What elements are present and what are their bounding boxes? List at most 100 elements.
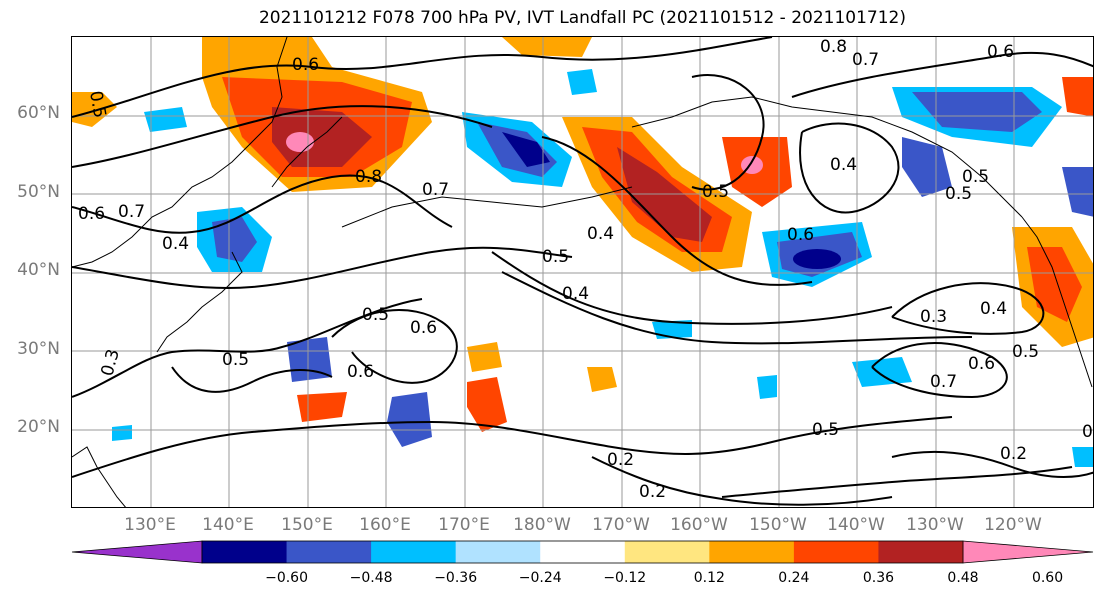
negative-anomaly-region <box>912 92 1042 132</box>
negative-anomaly-region <box>852 357 912 387</box>
lon-label-120w: 120°W <box>984 515 1042 535</box>
lon-label-140w: 140°W <box>827 515 885 535</box>
contour-line <box>501 271 973 345</box>
contour-label: 0.8 <box>820 37 847 57</box>
contour-label: 0.6 <box>968 354 995 374</box>
positive-anomaly-region <box>467 377 507 432</box>
positive-anomaly-region <box>467 342 502 372</box>
contour-label: 0.2 <box>639 482 666 502</box>
contour-label: 0.4 <box>1082 422 1094 442</box>
colorbar-tick-label: 0.48 <box>947 570 979 586</box>
lon-label-160e: 160°E <box>359 515 411 535</box>
coastline-aleutians <box>341 186 633 228</box>
contour-label: 0.5 <box>962 167 989 187</box>
contour-label: 0.7 <box>422 180 449 200</box>
contour-line <box>691 74 765 191</box>
contour-line <box>541 136 813 286</box>
lon-label-170e: 170°E <box>438 515 490 535</box>
contour-label: 0.5 <box>945 184 972 204</box>
colorbar-segment <box>793 541 879 563</box>
negative-anomaly-region <box>112 425 132 441</box>
positive-anomaly-region <box>1062 77 1093 117</box>
colorbar-tick-label: −0.24 <box>518 570 562 586</box>
contour-label: 0.2 <box>607 450 634 470</box>
negative-anomaly-region <box>793 249 841 269</box>
contour-line <box>72 416 953 478</box>
colorbar-tick-label: 0.24 <box>778 570 810 586</box>
colorbar-segment <box>371 541 457 563</box>
positive-anomaly-region <box>587 367 617 392</box>
coastline-philippines <box>72 446 126 507</box>
negative-anomaly-region <box>212 217 257 262</box>
colorbar-tick-label: −0.48 <box>349 570 393 586</box>
contour-label: 0.7 <box>930 372 957 392</box>
colorbar <box>71 540 1094 564</box>
positive-anomaly-region <box>297 392 347 422</box>
contour-label: 0.4 <box>980 299 1007 319</box>
contour-line <box>72 174 453 234</box>
coastlines <box>72 37 1093 507</box>
shading-layer <box>72 37 1093 467</box>
colorbar-segment <box>878 541 964 563</box>
lat-label-40n: 40°N <box>17 260 60 280</box>
negative-anomaly-region <box>502 132 550 167</box>
contour-line <box>721 466 1073 498</box>
contour-lines <box>72 37 1093 506</box>
colorbar-tick-label: 0.36 <box>862 570 895 586</box>
contour-line <box>72 246 573 289</box>
coastline-kamchatka <box>271 116 343 188</box>
contour-label: 0.7 <box>852 50 879 70</box>
lon-label-160w: 160°W <box>670 515 728 535</box>
colorbar-tick-label: −0.12 <box>603 570 647 586</box>
lon-label-170w: 170°W <box>592 515 650 535</box>
contour-label: 0.8 <box>355 167 382 187</box>
contour-line <box>891 450 1093 478</box>
contour-line <box>799 122 900 214</box>
positive-anomaly-region <box>502 37 592 57</box>
map-canvas: 0.5 0.6 0.8 0.7 0.6 0.6 0.7 0.4 0.8 0.7 … <box>72 37 1094 507</box>
colorbar-segments <box>71 540 1094 564</box>
colorbar-segment <box>202 541 288 563</box>
negative-anomaly-region <box>567 69 597 95</box>
contour-line <box>171 366 333 393</box>
contour-line <box>331 309 458 384</box>
lon-label-130e: 130°E <box>124 515 176 535</box>
map-panel[interactable]: 0.5 0.6 0.8 0.7 0.6 0.6 0.7 0.4 0.8 0.7 … <box>71 36 1094 508</box>
contour-label: 0.4 <box>562 284 589 304</box>
positive-anomaly-region <box>286 132 314 152</box>
contour-label: 0.4 <box>830 155 857 175</box>
lon-label-180w: 180°W <box>513 515 571 535</box>
colorbar-border <box>201 540 964 564</box>
contour-line <box>72 105 493 168</box>
positive-anomaly-region <box>72 92 117 127</box>
contour-label: 0.4 <box>587 224 614 244</box>
positive-anomaly-region <box>272 107 372 167</box>
negative-anomaly-region <box>757 375 777 399</box>
colorbar-tick-label: −0.36 <box>434 570 478 586</box>
contour-label: 0.4 <box>162 234 189 254</box>
colorbar-segment <box>455 541 541 563</box>
contour-label: 0.5 <box>222 350 249 370</box>
contour-label: 0.6 <box>987 42 1014 62</box>
lat-label-30n: 30°N <box>17 339 60 359</box>
contour-labels: 0.5 0.6 0.8 0.7 0.6 0.6 0.7 0.4 0.8 0.7 … <box>78 37 1094 502</box>
contour-label: 0.5 <box>1012 342 1039 362</box>
lon-label-130w: 130°W <box>906 515 964 535</box>
lon-label-140e: 140°E <box>202 515 254 535</box>
contour-label: 0.2 <box>1000 444 1027 464</box>
contour-label: 0.5 <box>542 247 569 267</box>
contour-label: 0.5 <box>812 420 839 440</box>
colorbar-segment <box>624 541 710 563</box>
colorbar-segment <box>286 541 372 563</box>
contour-label: 0.6 <box>292 55 319 75</box>
negative-anomaly-region <box>387 392 432 447</box>
contour-line <box>871 342 1008 399</box>
colorbar-extend-low <box>71 540 203 564</box>
colorbar-segment <box>540 541 626 563</box>
contour-line <box>791 51 1093 98</box>
contour-label: 0.5 <box>85 89 109 119</box>
lat-label-20n: 20°N <box>17 417 60 437</box>
negative-anomaly-region <box>1062 167 1093 217</box>
negative-anomaly-region <box>902 137 952 197</box>
coastline-north-america <box>1021 216 1093 388</box>
